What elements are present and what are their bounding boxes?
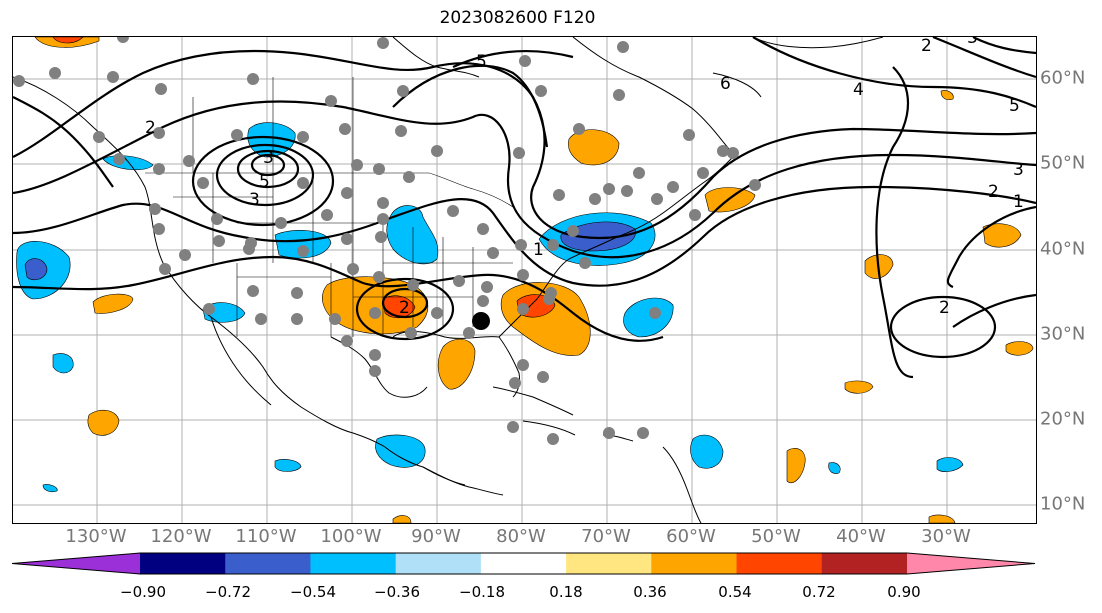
colorbar-segments (11, 552, 1036, 575)
longitude-label: 90°W (411, 526, 461, 547)
contour-label: 6 (720, 74, 731, 94)
contour-label: 2 (939, 298, 950, 318)
contour-label: 5 (259, 172, 270, 192)
negative-anomaly-region (690, 434, 724, 469)
contour-label: 3 (263, 148, 274, 168)
contour-label: 2 (399, 298, 410, 318)
longitude-label: 30°W (921, 526, 971, 547)
colorbar-tick-label: −0.18 (459, 583, 505, 601)
latitude-label: 50°N (1040, 152, 1086, 174)
positive-anomaly-region (844, 380, 874, 394)
contour-label: 2 (145, 118, 156, 138)
contour-label: 3 (1013, 160, 1024, 180)
map-frame: 5 6 4 5 3 2 1 2 3 3 5 2 3 2 2 1 (12, 36, 1037, 524)
colorbar-segment (140, 553, 226, 574)
contour-label: 2 (988, 182, 999, 202)
contour-label: 4 (853, 80, 864, 100)
map-canvas: 5 6 4 5 3 2 1 2 3 3 5 2 3 2 2 1 (13, 37, 1036, 523)
coastlines (13, 37, 884, 523)
latitude-label: 30°N (1040, 323, 1086, 345)
negative-anomaly-region (623, 297, 674, 338)
colorbar-tick-label: 0.54 (718, 583, 752, 601)
colorbar-extend-high (907, 553, 1035, 574)
contour-label: 2 (921, 37, 932, 56)
positive-anomaly-region (92, 293, 134, 314)
colorbar-segment (310, 553, 397, 574)
positive-anomaly-region (982, 223, 1022, 248)
latitude-label: 20°N (1040, 408, 1086, 430)
station-markers (13, 37, 761, 445)
contour-label: 5 (476, 52, 487, 72)
colorbar-tick-label: 0.36 (633, 583, 667, 601)
political-borders (145, 77, 514, 337)
positive-anomaly-region (437, 338, 476, 390)
positive-anomaly-region (568, 129, 620, 166)
negative-anomaly-region (375, 434, 426, 468)
colorbar-segment (736, 553, 823, 574)
strong-positive-anomaly-region (382, 295, 416, 319)
negative-anomaly-region (828, 462, 841, 474)
negative-anomaly-region (274, 459, 302, 472)
latitude-label: 10°N (1040, 493, 1086, 515)
positive-anomaly-region (940, 90, 954, 101)
latitude-label: 40°N (1040, 238, 1086, 260)
colorbar-tick-label: 0.90 (887, 583, 921, 601)
longitude-label: 50°W (751, 526, 801, 547)
colorbar-extend-low (12, 553, 140, 574)
longitude-label: 130°W (65, 526, 127, 547)
positive-anomaly-region (786, 448, 806, 483)
colorbar-tick-label: 0.72 (802, 583, 836, 601)
strong-negative-anomaly-region (24, 258, 48, 281)
map-title: 2023082600 F120 (439, 8, 596, 28)
contour-lines (13, 37, 1036, 379)
longitude-label: 60°W (666, 526, 716, 547)
latitude-label: 60°N (1040, 67, 1086, 89)
longitude-label: 120°W (150, 526, 212, 547)
positive-anomaly-region (1005, 341, 1034, 356)
contour-label: 1 (1013, 192, 1024, 212)
positive-anomaly-region (392, 515, 412, 523)
longitude-label: 100°W (320, 526, 382, 547)
longitude-label: 40°W (836, 526, 886, 547)
colorbar-tick-label: −0.90 (120, 583, 166, 601)
colorbar-tick-label: −0.54 (290, 583, 336, 601)
positive-anomaly-region (704, 187, 756, 213)
contour-label-group: 5 6 4 5 3 2 1 2 3 3 5 2 3 2 2 1 (145, 37, 1024, 318)
colorbar-tick-label: 0.18 (549, 583, 583, 601)
colorbar-segment (395, 553, 482, 574)
negative-anomaly-region (102, 155, 154, 171)
colorbar-segment (225, 553, 311, 574)
contour-label: 3 (249, 190, 260, 210)
negative-anomaly-region (936, 457, 964, 472)
colorbar-segment (651, 553, 738, 574)
negative-anomaly-region (386, 205, 439, 265)
longitude-label: 110°W (235, 526, 297, 547)
longitude-label: 80°W (496, 526, 546, 547)
positive-anomaly-region (52, 37, 84, 44)
contour-label: 1 (533, 240, 544, 260)
highlighted-station-marker (472, 312, 490, 330)
contour-label: 3 (967, 37, 978, 48)
positive-anomaly-region (87, 409, 120, 436)
colorbar-segment (566, 553, 652, 574)
colorbar (11, 552, 1036, 575)
longitude-label: 70°W (581, 526, 631, 547)
colorbar-tick-label: −0.72 (205, 583, 251, 601)
strong-negative-anomaly-region (560, 221, 636, 252)
colorbar-segment (821, 553, 908, 574)
negative-anomaly-region (52, 353, 74, 374)
positive-anomaly-region (928, 514, 956, 523)
colorbar-outline (11, 552, 1036, 575)
colorbar-tick-label: −0.36 (374, 583, 420, 601)
contour-label: 5 (1009, 96, 1020, 116)
colorbar-segment (480, 553, 567, 574)
negative-anomaly-region (42, 484, 58, 493)
